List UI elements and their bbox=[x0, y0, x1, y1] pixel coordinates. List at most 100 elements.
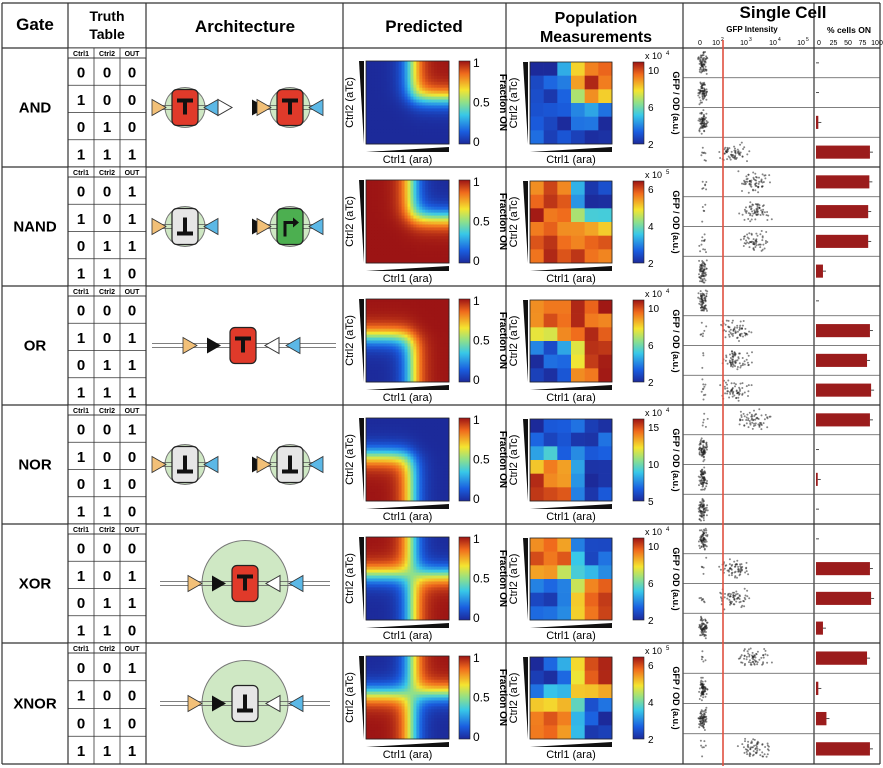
predicted-cell bbox=[440, 489, 444, 493]
cell-dot bbox=[701, 122, 704, 125]
cell-dot bbox=[703, 294, 706, 297]
predicted-cell bbox=[368, 81, 373, 86]
predicted-cell bbox=[371, 352, 376, 356]
predicted-cell bbox=[371, 99, 376, 103]
predicted-cell bbox=[407, 117, 411, 121]
predicted-cell bbox=[431, 316, 435, 321]
predicted-cell bbox=[366, 313, 370, 318]
predicted-cell bbox=[404, 236, 408, 240]
predicted-cell bbox=[434, 132, 438, 136]
predicted-cell bbox=[383, 575, 388, 579]
predicted-cell bbox=[407, 251, 411, 255]
cell-dot bbox=[700, 515, 703, 518]
predicted-cell bbox=[377, 114, 382, 118]
predicted-cell bbox=[437, 218, 441, 222]
predicted-cell bbox=[386, 191, 391, 196]
predicted-cell bbox=[380, 233, 385, 237]
predicted-cell bbox=[410, 459, 414, 463]
single-cell-panel bbox=[683, 170, 880, 284]
predicted-cell bbox=[416, 108, 420, 112]
predicted-cell bbox=[395, 191, 400, 196]
cell-dot bbox=[746, 180, 749, 183]
predicted-cell bbox=[383, 471, 388, 475]
predicted-cell bbox=[368, 90, 373, 95]
predicted-cell bbox=[401, 108, 405, 112]
predicted-cell bbox=[428, 334, 432, 338]
predicted-cell bbox=[377, 96, 382, 100]
predicted-cell bbox=[398, 495, 402, 499]
predicted-cell bbox=[389, 426, 394, 431]
predicted-cell bbox=[425, 453, 429, 457]
predicted-cell bbox=[401, 426, 405, 431]
predicted-cell bbox=[422, 87, 426, 92]
predicted-cell bbox=[398, 123, 402, 127]
predicted-cell bbox=[398, 447, 402, 452]
predicted-cell bbox=[434, 111, 438, 115]
predicted-cell bbox=[443, 215, 447, 219]
predicted-cell bbox=[380, 194, 385, 199]
predicted-cell bbox=[389, 349, 394, 353]
predicted-cell bbox=[437, 93, 441, 97]
cell-dot bbox=[756, 234, 759, 237]
predicted-cell bbox=[407, 447, 411, 452]
predicted-cell bbox=[368, 542, 373, 547]
cell-dot bbox=[763, 247, 766, 250]
predicted-cell bbox=[392, 480, 397, 484]
predicted-cell bbox=[368, 203, 373, 208]
predicted-cell bbox=[431, 90, 435, 95]
predicted-cell bbox=[380, 486, 385, 490]
predicted-cell bbox=[374, 254, 379, 258]
predicted-cell bbox=[437, 429, 441, 434]
predicted-cell bbox=[371, 450, 376, 454]
cell-dot bbox=[703, 60, 705, 62]
predicted-cell bbox=[380, 426, 385, 431]
predicted-cell bbox=[404, 349, 408, 353]
predicted-cell bbox=[425, 319, 429, 324]
predicted-cell bbox=[416, 438, 420, 443]
fraction-on-label: Fraction ON bbox=[497, 193, 508, 250]
predicted-cell bbox=[377, 93, 382, 97]
predicted-cell bbox=[368, 539, 373, 544]
predicted-cell bbox=[434, 462, 438, 466]
predicted-cell bbox=[425, 90, 429, 95]
cell-dot bbox=[697, 58, 700, 61]
promoter-blue bbox=[308, 217, 324, 236]
predicted-cell bbox=[428, 328, 432, 333]
cell-dot bbox=[734, 332, 737, 334]
predicted-cell bbox=[404, 78, 408, 83]
predicted-cell bbox=[437, 301, 441, 306]
cell-dot bbox=[703, 210, 706, 212]
predicted-cell bbox=[446, 299, 450, 303]
predicted-cell bbox=[377, 418, 382, 422]
predicted-cell bbox=[407, 218, 411, 222]
predicted-cell bbox=[446, 456, 450, 460]
predicted-cell bbox=[434, 200, 438, 205]
predicted-cell bbox=[386, 78, 391, 83]
predicted-cell bbox=[425, 316, 429, 321]
predicted-cell bbox=[386, 75, 391, 80]
truth-table-cell: 1 bbox=[103, 119, 111, 136]
cell-dot bbox=[702, 444, 705, 447]
predicted-cell bbox=[437, 75, 441, 80]
predicted-cell bbox=[428, 423, 432, 428]
predicted-cell bbox=[431, 123, 435, 127]
predicted-cell bbox=[434, 420, 438, 425]
predicted-cell bbox=[398, 438, 402, 443]
predicted-cell bbox=[407, 227, 411, 231]
predicted-cell bbox=[374, 78, 379, 83]
cell-dot bbox=[738, 329, 741, 331]
predicted-cell bbox=[366, 239, 370, 243]
predicted-cell bbox=[428, 108, 432, 112]
predicted-cell bbox=[389, 352, 394, 356]
predicted-cell bbox=[425, 257, 429, 261]
predicted-cell bbox=[443, 310, 447, 315]
cell-dot bbox=[719, 384, 722, 387]
cell-dot bbox=[700, 519, 702, 522]
predicted-cell bbox=[377, 87, 382, 92]
cell-dot bbox=[760, 230, 763, 232]
predicted-cell bbox=[383, 545, 388, 550]
predicted-cell bbox=[392, 376, 397, 380]
predicted-cell bbox=[380, 611, 385, 615]
cell-dot bbox=[702, 479, 705, 482]
predicted-cell bbox=[368, 218, 373, 222]
